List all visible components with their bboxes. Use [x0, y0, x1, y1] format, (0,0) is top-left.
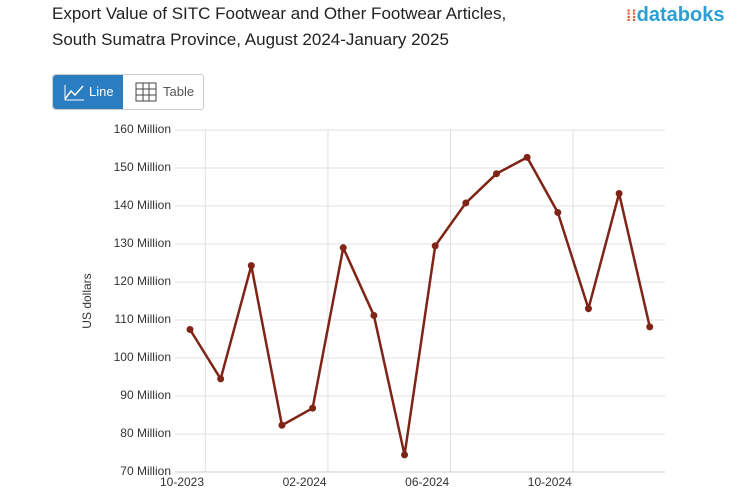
x-tick-label: 10-2023	[160, 475, 204, 489]
line-button[interactable]: Line	[53, 75, 123, 109]
data-point	[646, 323, 654, 331]
data-point	[186, 326, 194, 333]
title-line: South Sumatra Province, August 2024-Janu…	[52, 30, 449, 49]
data-point	[217, 375, 225, 383]
table-icon	[135, 82, 157, 102]
x-tick-label: 06-2024	[405, 475, 449, 489]
series-line	[188, 155, 651, 456]
y-tick-label: 150 Million	[114, 160, 171, 174]
data-point	[493, 170, 500, 178]
view-toggle: Line Table	[52, 74, 204, 110]
data-point	[523, 153, 531, 161]
title-line: Export Value of SITC Footwear and Other …	[52, 4, 507, 23]
y-tick-label: 140 Million	[114, 198, 171, 212]
button-label: Table	[163, 84, 195, 99]
y-tick-label: 120 Million	[114, 274, 171, 288]
y-axis-label: US dollars	[80, 273, 94, 328]
y-tick-label: 80 Million	[120, 426, 171, 440]
x-tick-label: 10-2024	[528, 475, 572, 489]
y-tick-label: 160 Million	[114, 122, 171, 136]
table-button[interactable]: Table	[125, 75, 203, 109]
data-point	[309, 404, 317, 412]
button-label: Line	[89, 84, 114, 99]
data-point	[615, 189, 623, 197]
y-tick-label: 110 Million	[115, 312, 171, 326]
y-tick-label: 100 Million	[114, 350, 171, 364]
data-point	[431, 242, 439, 250]
logo-text: databoks	[636, 4, 725, 26]
data-point	[247, 262, 255, 270]
y-tick-label: 70 Million	[120, 464, 171, 478]
data-point	[278, 421, 286, 429]
data-point	[462, 199, 470, 207]
x-tick-label: 02-2024	[283, 475, 327, 489]
line-icon	[64, 85, 84, 101]
logo-icon: ⁞⁞	[626, 8, 637, 25]
data-point	[370, 311, 378, 319]
logo: ⁞⁞databoks	[626, 4, 724, 27]
data-point	[584, 305, 592, 313]
y-tick-label: 130 Million	[114, 236, 171, 250]
data-point	[401, 451, 409, 459]
data-point	[554, 208, 562, 216]
y-tick-label: 90 Million	[120, 388, 171, 402]
data-point	[339, 244, 347, 252]
